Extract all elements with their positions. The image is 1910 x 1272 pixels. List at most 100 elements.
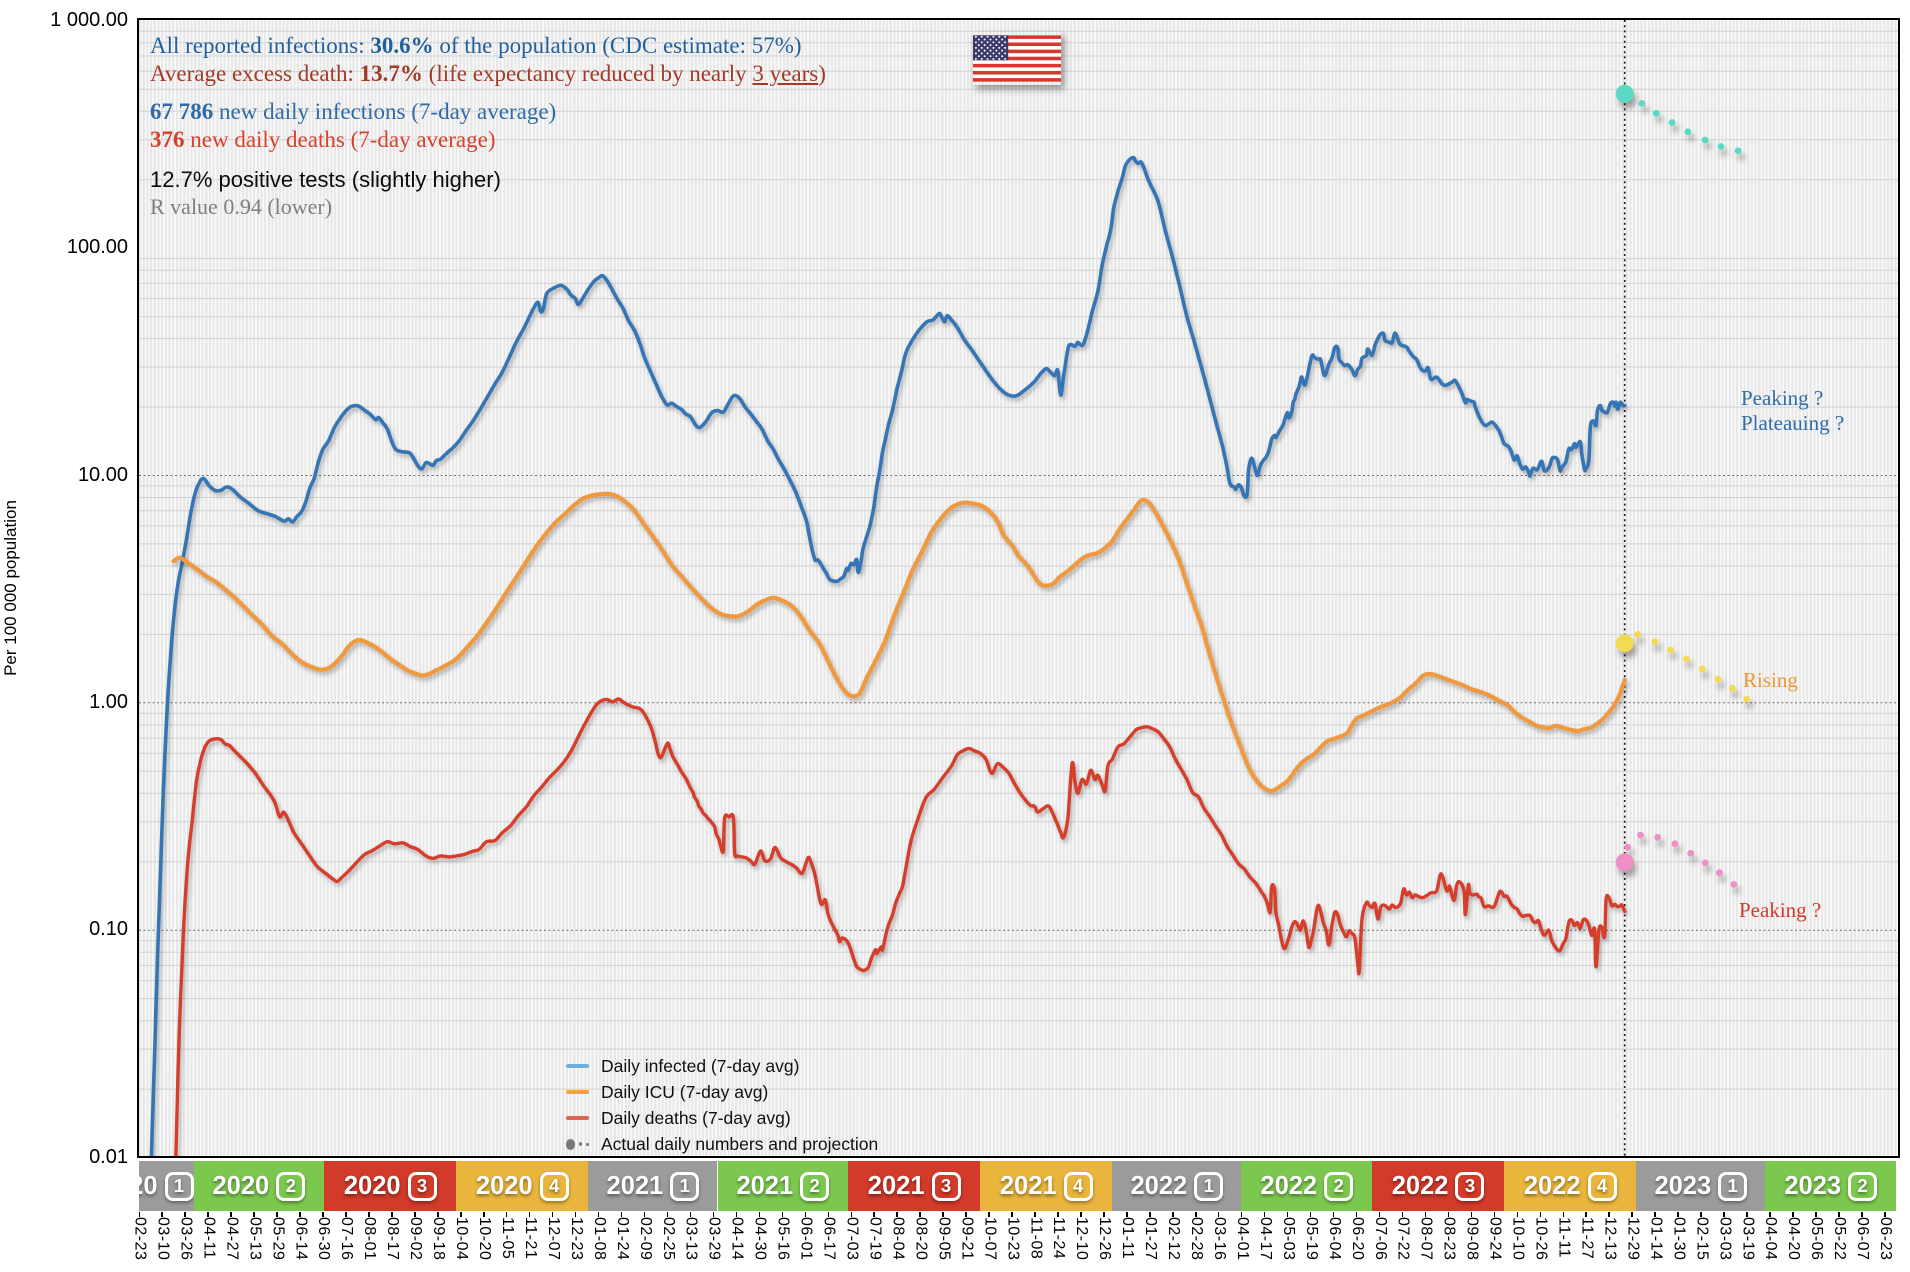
x-tick-label: 07-03 <box>844 1212 861 1260</box>
x-tick-label: 08-01 <box>361 1212 378 1260</box>
x-tick-label: 12-13 <box>1601 1212 1618 1260</box>
y-tick-label: 100.00 <box>66 236 128 259</box>
legend-label: Actual daily numbers and projection <box>601 1133 879 1154</box>
quarter-band: 2021 2 <box>717 1161 849 1211</box>
x-tick-label: 03-03 <box>1716 1212 1733 1260</box>
x-tick-label: 10-07 <box>981 1212 998 1260</box>
x-tick-label: 03-10 <box>154 1212 171 1260</box>
x-tick-label: 06-20 <box>1349 1212 1366 1260</box>
stat-reported-infections: All reported infections: 30.6% of the po… <box>150 33 802 58</box>
icu-line-swatch <box>566 1089 589 1095</box>
x-tick-label: 05-29 <box>269 1212 286 1260</box>
chart-canvas <box>139 20 1898 1156</box>
x-tick-label: 02-09 <box>637 1212 654 1260</box>
x-tick-label: 12-10 <box>1073 1212 1090 1260</box>
quarter-band: 2021 1 <box>588 1161 718 1211</box>
x-tick-label: 08-17 <box>384 1212 401 1260</box>
x-tick-label: 07-16 <box>338 1212 355 1260</box>
x-tick-label: 06-14 <box>292 1212 309 1260</box>
x-tick-label: 10-20 <box>476 1212 493 1260</box>
y-tick-label: 10.00 <box>77 463 128 486</box>
x-tick-label: 11-21 <box>522 1212 539 1259</box>
quarter-band: 2021 4 <box>980 1161 1113 1211</box>
x-tick-label: 03-19 <box>1739 1212 1756 1260</box>
x-tick-label: 01-08 <box>591 1212 608 1260</box>
deaths-line-swatch <box>566 1115 589 1121</box>
x-tick-label: 03-26 <box>177 1212 194 1260</box>
x-tick-label: 05-03 <box>1280 1212 1297 1260</box>
x-tick-label: 04-14 <box>729 1212 746 1260</box>
stat-excess-death: Average excess death: 13.7% (life expect… <box>150 61 826 86</box>
legend-label: Daily infected (7-day avg) <box>601 1055 800 1076</box>
x-tick-label: 10-10 <box>1510 1212 1527 1260</box>
quarter-band: 2023 1 <box>1636 1161 1766 1211</box>
legend-item-deaths: Daily deaths (7-day avg) <box>566 1105 878 1131</box>
x-tick-label: 02-23 <box>132 1212 149 1260</box>
annotation-deaths: Peaking ? <box>1739 898 1822 922</box>
x-tick-label: 04-20 <box>1785 1212 1802 1260</box>
x-tick-label: 05-22 <box>1831 1212 1848 1260</box>
x-tick-label: 12-23 <box>568 1212 585 1260</box>
x-tick-label: 11-27 <box>1578 1212 1595 1259</box>
x-tick-label: 10-26 <box>1533 1212 1550 1260</box>
x-tick-label: 05-13 <box>246 1212 263 1260</box>
x-tick-label: 02-28 <box>1188 1212 1205 1260</box>
y-tick-label: 0.01 <box>89 1145 128 1168</box>
x-tick-label: 09-02 <box>407 1212 424 1260</box>
plot-area <box>137 18 1900 1158</box>
legend-item-infected: Daily infected (7-day avg) <box>566 1053 878 1079</box>
x-tick-label: 04-17 <box>1257 1212 1274 1260</box>
quarter-band: 2022 3 <box>1372 1161 1505 1211</box>
x-tick-label: 11-05 <box>499 1212 516 1259</box>
x-tick-label: 06-23 <box>1877 1212 1894 1260</box>
x-tick-label: 07-22 <box>1395 1212 1412 1260</box>
x-tick-label: 07-19 <box>866 1212 883 1260</box>
stat-positive-tests: 12.7% positive tests (slightly higher) <box>150 167 501 192</box>
x-tick-label: 03-13 <box>683 1212 700 1260</box>
x-tick-label: 10-04 <box>453 1212 470 1260</box>
annotation-icu: Rising <box>1743 668 1798 692</box>
x-tick-label: 01-14 <box>1647 1212 1664 1260</box>
x-tick-label: 12-26 <box>1096 1212 1113 1260</box>
y-tick-label: 1 000.00 <box>50 8 128 31</box>
stat-daily-infections: 67 786 new daily infections (7-day avera… <box>150 99 557 124</box>
x-tick-label: 09-08 <box>1464 1212 1481 1260</box>
x-tick-label: 04-27 <box>223 1212 240 1260</box>
x-tick-label: 05-16 <box>775 1212 792 1260</box>
x-tick-label: 06-30 <box>315 1212 332 1260</box>
quarter-band: 2020 2 <box>193 1161 325 1211</box>
x-tick-label: 01-11 <box>1119 1212 1136 1259</box>
us-flag-icon <box>973 35 1061 82</box>
x-tick-label: 02-15 <box>1693 1212 1710 1260</box>
x-tick-label: 12-29 <box>1624 1212 1641 1260</box>
y-axis-title: Per 100 000 population <box>1 500 20 676</box>
x-tick-label: 10-23 <box>1004 1212 1021 1260</box>
x-tick-label: 06-04 <box>1326 1212 1343 1260</box>
x-tick-label: 06-17 <box>821 1212 838 1260</box>
annotation-infected: Peaking ? Plateauing ? <box>1741 386 1845 435</box>
x-tick-label: 01-30 <box>1670 1212 1687 1260</box>
quarter-band: 2021 3 <box>848 1161 981 1211</box>
x-tick-label: 01-24 <box>614 1212 631 1260</box>
x-tick-label: 09-21 <box>958 1212 975 1260</box>
x-tick-label: 07-06 <box>1372 1212 1389 1260</box>
quarter-band: 2023 2 <box>1765 1161 1896 1211</box>
legend: Daily infected (7-day avg) Daily ICU (7-… <box>566 1053 878 1157</box>
dots-swatch <box>566 1138 589 1150</box>
x-tick-label: 06-01 <box>798 1212 815 1260</box>
stat-daily-deaths: 376 new daily deaths (7-day average) <box>150 127 496 152</box>
quarter-band: 2022 1 <box>1112 1161 1242 1211</box>
x-tick-label: 06-07 <box>1854 1212 1871 1260</box>
x-tick-label: 11-08 <box>1027 1212 1044 1259</box>
legend-label: Daily ICU (7-day avg) <box>601 1081 769 1102</box>
x-tick-label: 09-05 <box>935 1212 952 1260</box>
x-tick-label: 02-12 <box>1165 1212 1182 1260</box>
x-tick-label: 09-18 <box>430 1212 447 1260</box>
legend-label: Daily deaths (7-day avg) <box>601 1107 791 1128</box>
legend-item-icu: Daily ICU (7-day avg) <box>566 1079 878 1105</box>
x-tick-label: 11-11 <box>1556 1212 1573 1258</box>
quarter-band: 2022 2 <box>1241 1161 1373 1211</box>
x-tick-label: 12-07 <box>545 1212 562 1260</box>
y-tick-label: 1.00 <box>89 690 128 713</box>
